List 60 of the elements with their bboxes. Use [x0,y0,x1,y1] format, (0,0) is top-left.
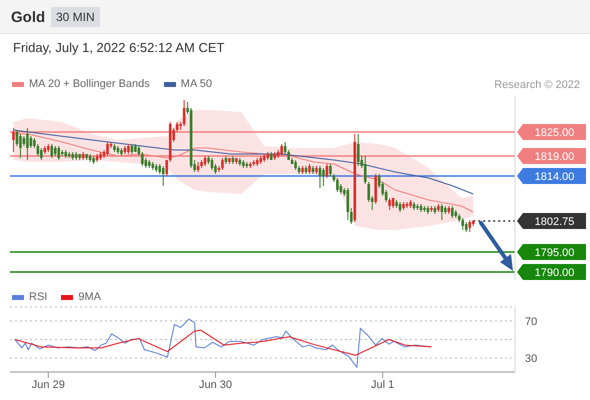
candlestick [318,166,322,188]
candlestick [322,168,325,186]
candlestick [182,100,186,126]
candlestick [204,156,206,166]
legend-label: RSI [29,291,48,303]
candlestick [329,164,332,176]
candlestick [127,144,130,154]
chart-title: Gold [11,9,46,26]
candlestick [440,204,444,220]
x-tick-label: Jul 1 [371,378,394,391]
candlestick [451,206,454,218]
x-tick-label: Jun 30 [198,378,232,391]
text: Friday, July 1, 2022 6:52:12 AM CET [13,40,224,55]
candlestick [22,136,26,146]
candlestick [210,158,214,170]
candlestick [12,128,15,152]
candlestick [19,134,22,158]
candlestick [26,128,29,160]
line-series [12,130,474,194]
y-tick-label: 1802.75 [534,216,574,228]
y-tick-label: 1814.00 [534,171,574,183]
candlestick [106,142,109,156]
y-tick-label: 30 [525,353,538,366]
candlestick [336,178,339,192]
candlestick [40,148,43,160]
candlestick [130,144,134,154]
candlestick [398,202,402,212]
y-tick-label: 1790.00 [534,267,574,279]
candlestick [468,220,472,232]
candlestick [221,158,224,170]
candlestick [326,164,328,178]
candlestick [30,136,32,148]
candlestick [50,144,54,158]
line-series [14,330,432,356]
candlestick [392,198,394,208]
candlestick [57,146,60,160]
chart-subtitle: 30 MIN [51,7,100,27]
text: Research © 2022 [494,79,580,91]
candlestick [346,188,350,220]
candlestick [284,142,286,154]
candlestick [364,156,367,184]
y-tick-label: 1819.00 [534,151,574,163]
legend-label: MA 50 [180,78,212,90]
candlestick [294,160,297,170]
legend-label: 9MA [78,291,101,303]
candlestick [54,146,57,156]
candlestick [308,164,311,174]
y-tick-label: 1795.00 [534,247,574,259]
y-tick-label: 70 [525,316,538,328]
candlestick [162,166,165,186]
legend-label: MA 20 + Bollinger Bands [29,78,150,90]
line-series [14,318,432,368]
x-tick-label: Jun 29 [32,378,65,391]
candlestick [388,198,391,210]
candlestick [196,162,200,172]
candlestick [464,222,468,232]
candlestick [280,144,283,156]
candlestick [461,218,464,230]
y-tick-label: 1825.00 [534,127,574,139]
candlestick [356,134,360,166]
